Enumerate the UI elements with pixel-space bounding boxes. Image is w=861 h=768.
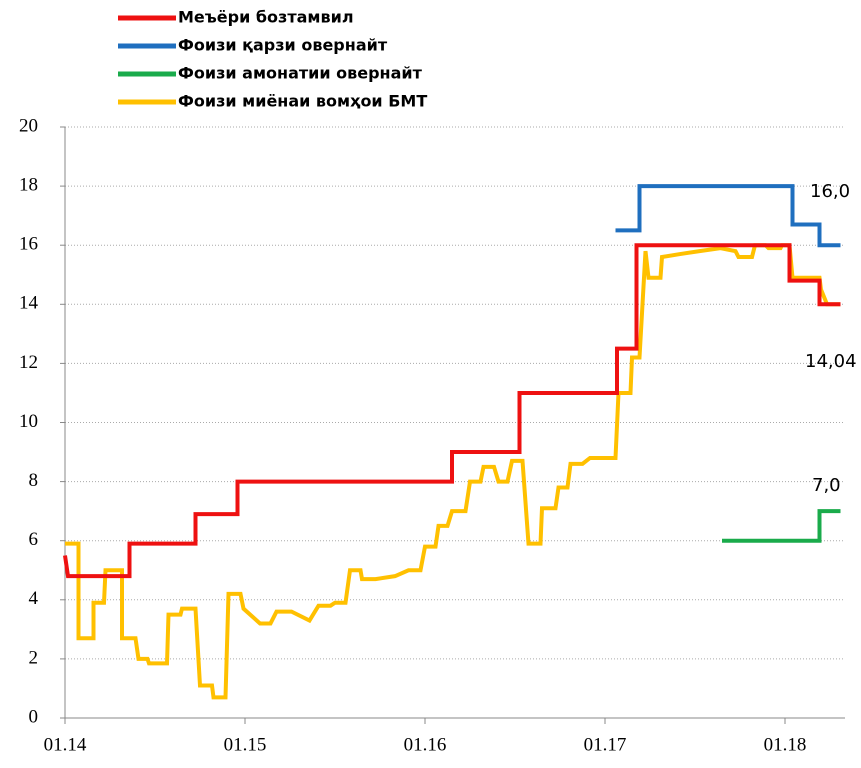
x-tick-label: 01.15: [224, 734, 267, 755]
y-tick-label: 16: [19, 234, 38, 255]
y-tick-label: 2: [29, 647, 39, 668]
series-line: [65, 243, 841, 700]
series-line: [722, 509, 841, 543]
legend-label: Фоизи миёнаи вомҳои БМТ: [178, 92, 427, 111]
x-tick-label: 01.17: [584, 734, 627, 755]
y-tick-label: 0: [29, 706, 39, 727]
legend-label: Фоизи қарзи овернайт: [178, 36, 388, 55]
y-tick-label: 12: [19, 352, 38, 373]
annotation: 7,0: [812, 475, 841, 496]
annotation: 14,04: [805, 351, 857, 372]
legend-label: Фоизи амонатии овернайт: [178, 64, 423, 83]
legend-label: Меъёри бозтамвил: [178, 8, 354, 27]
y-tick-label: 10: [19, 411, 38, 432]
y-tick-label: 14: [19, 293, 39, 314]
series-line: [615, 184, 841, 248]
y-tick-label: 8: [29, 470, 39, 491]
x-tick-label: 01.14: [44, 734, 87, 755]
y-tick-label: 20: [19, 115, 38, 136]
series-line: [63, 243, 841, 579]
x-tick-label: 01.16: [404, 734, 447, 755]
x-tick-label: 01.18: [764, 734, 807, 755]
y-tick-label: 6: [29, 529, 39, 550]
y-tick-label: 4: [29, 588, 39, 609]
y-tick-label: 18: [19, 174, 38, 195]
annotation: 16,0: [810, 181, 850, 202]
